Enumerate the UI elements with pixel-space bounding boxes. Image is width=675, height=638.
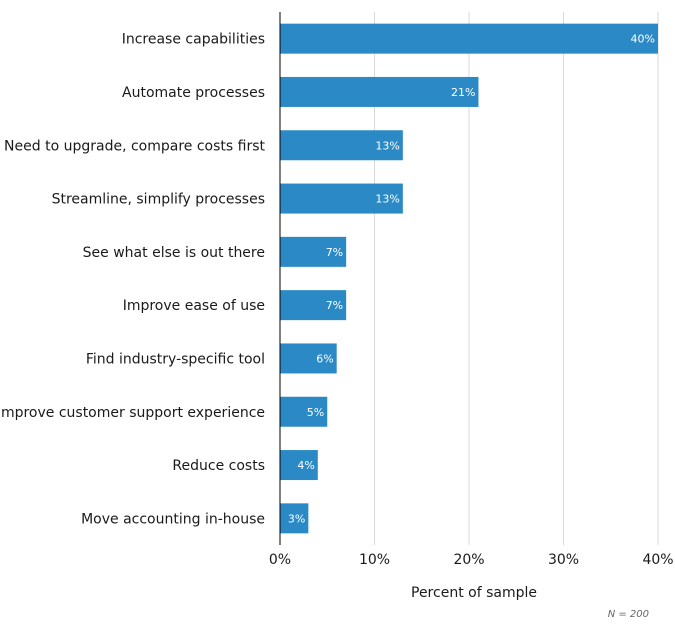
bars: 40% 21% 13% 13% 7% 7% 6% 5% 4% 3% — [280, 23, 658, 534]
sample-size-note: N = 200 — [608, 609, 649, 620]
bar-value-label: 3% — [288, 512, 305, 525]
bar — [280, 290, 347, 321]
bar — [280, 130, 403, 161]
category-label: Need to upgrade, compare costs first — [4, 138, 265, 154]
bar-value-label: 40% — [631, 33, 655, 46]
bar-value-label: 21% — [451, 86, 475, 99]
bar-value-label: 6% — [316, 352, 333, 365]
bar-value-label: 7% — [326, 246, 343, 259]
x-tick-label: 30% — [548, 552, 579, 568]
category-label: Streamline, simplify processes — [52, 192, 265, 208]
bar — [280, 503, 309, 534]
bar — [280, 343, 337, 374]
bar-value-label: 7% — [326, 299, 343, 312]
bar-value-label: 13% — [375, 139, 399, 152]
category-label: See what else is out there — [83, 245, 265, 261]
bar-value-label: 5% — [307, 406, 324, 419]
bar — [280, 183, 403, 214]
bar — [280, 396, 328, 427]
x-tick-label: 20% — [453, 552, 484, 568]
category-label: Improve ease of use — [123, 298, 265, 314]
x-tick-label: 10% — [359, 552, 390, 568]
x-axis-title: Percent of sample — [411, 585, 537, 601]
category-labels: Increase capabilities Automate processes N… — [0, 32, 266, 528]
category-label: Automate processes — [122, 85, 265, 101]
bar — [280, 76, 479, 107]
bar — [280, 23, 658, 54]
category-label: Increase capabilities — [122, 32, 265, 48]
category-label: Move accounting in-house — [81, 511, 265, 527]
category-label: Reduce costs — [172, 458, 265, 474]
bar-value-label: 4% — [297, 459, 314, 472]
bar — [280, 450, 318, 481]
category-label: Find industry-specific tool — [86, 351, 265, 367]
bar-value-label: 13% — [375, 193, 399, 206]
bar — [280, 236, 347, 267]
x-tick-label: 40% — [642, 552, 673, 568]
x-tick-label: 0% — [269, 552, 291, 568]
x-tick-labels: 0% 10% 20% 30% 40% — [269, 552, 674, 568]
category-label: Improve customer support experience — [0, 405, 265, 421]
